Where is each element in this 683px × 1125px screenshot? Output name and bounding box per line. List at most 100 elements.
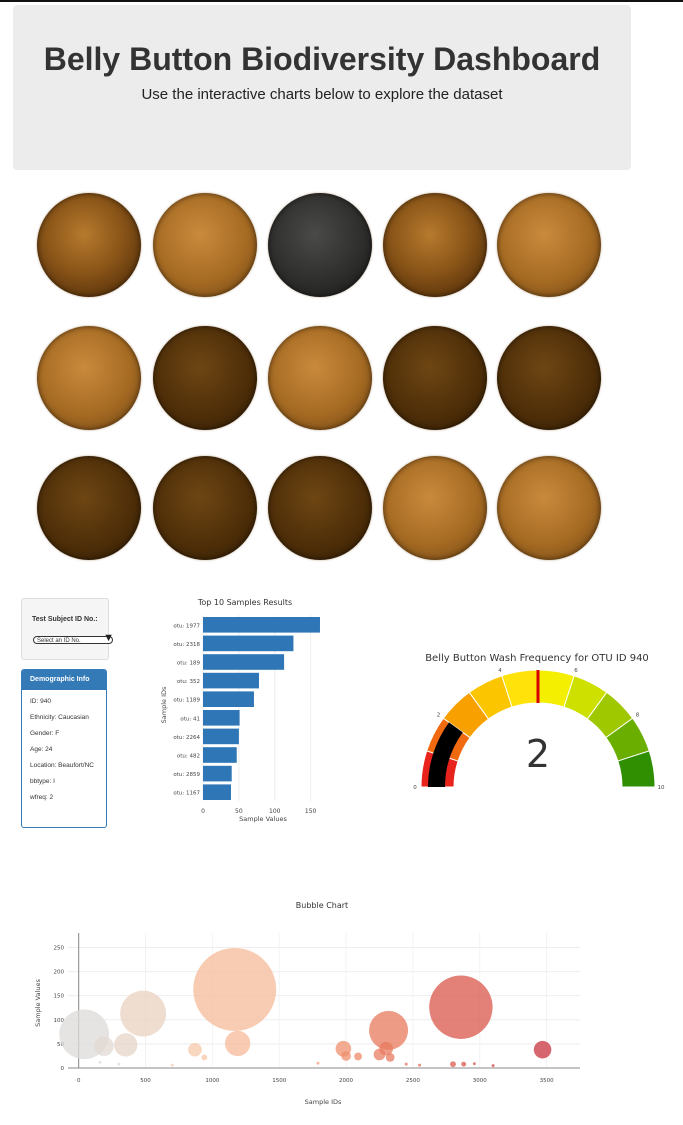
bubble-y-axis-label: Sample Values — [34, 979, 42, 1027]
gauge-tick-label: 2 — [437, 713, 441, 719]
subject-id-dropdown[interactable]: Select an ID No. ▼ — [33, 632, 114, 644]
petri-dish-image — [153, 326, 257, 430]
demographic-info-panel: Demographic Info ID: 940 Ethnicity: Cauc… — [21, 669, 107, 828]
bubble-y-tick-label: 0 — [61, 1066, 65, 1072]
bubble-point — [201, 1054, 208, 1061]
subject-selector-label: Test Subject ID No.: — [32, 616, 98, 623]
bar-x-axis-label: Sample Values — [239, 815, 287, 823]
gauge-tick-label: 4 — [498, 668, 502, 674]
bubble-point — [117, 1062, 121, 1066]
bar — [203, 672, 259, 689]
gauge-tick-label: 6 — [574, 668, 578, 674]
subject-selector-panel: Test Subject ID No.: Select an ID No. ▼ — [21, 598, 114, 660]
bubble-x-tick-label: 1000 — [205, 1078, 219, 1084]
bar-y-axis-label: Sample IDs — [160, 686, 168, 723]
bar — [203, 654, 285, 670]
petri-dish-image — [497, 326, 601, 430]
subject-id-dropdown-value: Select an ID No. — [37, 638, 81, 644]
petri-dish-image — [268, 456, 372, 560]
bar-y-tick-label: otu: 189 — [177, 661, 201, 667]
bubble-point — [491, 1064, 495, 1068]
bubble-x-tick-label: 3000 — [473, 1078, 487, 1084]
bubble-x-tick-label: 2500 — [406, 1078, 420, 1084]
bubble-point — [94, 1036, 114, 1057]
bubble-y-tick-label: 50 — [57, 1042, 64, 1048]
petri-dish-image — [153, 193, 257, 297]
bubble-point — [98, 1060, 102, 1064]
bubble-point — [170, 1063, 174, 1067]
bar-x-tick-label: 150 — [305, 808, 317, 815]
bar-y-tick-label: otu: 2859 — [173, 772, 200, 778]
gauge-tick-label: 10 — [658, 785, 665, 791]
bubble-point — [120, 990, 167, 1037]
demographic-row: Location: Beaufort/NC — [30, 762, 94, 769]
bar-y-tick-label: otu: 352 — [177, 679, 200, 685]
bubble-y-tick-label: 100 — [54, 1018, 65, 1024]
bubble-point — [404, 1062, 408, 1066]
demographic-row: Ethnicity: Caucasian — [30, 714, 89, 721]
gauge-title: Belly Button Wash Frequency for OTU ID 9… — [425, 653, 649, 664]
petri-dish-image — [153, 456, 257, 560]
bubble-point — [369, 1010, 409, 1050]
chevron-down-icon: ▼ — [103, 632, 114, 644]
bubble-point — [533, 1040, 552, 1059]
bar-y-tick-label: otu: 482 — [177, 754, 200, 760]
bubble-y-tick-label: 250 — [54, 945, 65, 951]
bar — [203, 635, 294, 652]
bubble-point — [450, 1061, 456, 1068]
bar-x-tick-label: 50 — [235, 808, 243, 815]
bar — [203, 747, 237, 763]
bar-y-tick-label: otu: 2264 — [173, 735, 200, 741]
gauge-tick-label: 0 — [413, 785, 417, 791]
bubble-point — [429, 975, 493, 1039]
petri-dish-image — [383, 326, 487, 430]
bar-y-tick-label: otu: 1977 — [173, 623, 200, 629]
bar-y-tick-label: otu: 1167 — [173, 791, 200, 797]
header-jumbotron: Belly Button Biodiversity Dashboard Use … — [13, 5, 631, 170]
bubble-point — [461, 1061, 467, 1067]
demographic-row: bbtype: I — [30, 778, 55, 785]
demographic-info-title: Demographic Info — [22, 670, 106, 690]
petri-dish-image — [383, 456, 487, 560]
bubble-point — [385, 1053, 395, 1062]
petri-dish-image — [383, 193, 487, 297]
demographic-row: wfreq: 2 — [30, 794, 54, 801]
bar — [203, 710, 240, 726]
bubble-x-tick-label: 3500 — [540, 1078, 554, 1084]
page-subtitle: Use the interactive charts below to expl… — [141, 86, 503, 103]
page-title: Belly Button Biodiversity Dashboard — [43, 41, 601, 77]
bubble-point — [188, 1042, 202, 1057]
bubble-point — [354, 1052, 362, 1061]
petri-dish-image — [37, 456, 141, 560]
petri-dish-image — [37, 193, 141, 297]
wash-frequency-gauge: Belly Button Wash Frequency for OTU ID 9… — [413, 653, 665, 791]
bubble-x-axis-label: Sample IDs — [305, 1098, 342, 1106]
bar-x-tick-label: 0 — [201, 808, 205, 815]
gauge-tick-label: 8 — [636, 713, 640, 719]
bubble-point — [341, 1051, 351, 1061]
petri-dish-image — [497, 193, 601, 297]
bubble-x-tick-label: 1500 — [272, 1078, 286, 1084]
bar-y-tick-label: otu: 41 — [180, 716, 200, 722]
bubble-x-tick-label: 0 — [77, 1078, 81, 1084]
bubble-x-tick-label: 500 — [140, 1078, 151, 1084]
bar — [203, 691, 254, 707]
demographic-row: Gender: F — [30, 730, 60, 737]
top10-bar-chart: Top 10 Samples Results 0 50 100 150 otu: 1977… — [160, 598, 320, 823]
bar-y-tick-label: otu: 1189 — [173, 698, 200, 704]
petri-dish-image — [497, 456, 601, 560]
bubble-x-tick-label: 2000 — [339, 1078, 353, 1084]
bubble-chart-title: Bubble Chart — [296, 901, 348, 910]
bubble-y-tick-label: 150 — [54, 994, 65, 1000]
gauge-value-bar — [428, 722, 463, 787]
bar-x-tick-label: 100 — [269, 808, 281, 815]
bar — [203, 765, 232, 782]
bubble-point — [224, 1030, 251, 1057]
bubble-y-tick-label: 200 — [54, 970, 65, 976]
bubble-point — [114, 1033, 138, 1057]
gauge-band — [617, 750, 656, 788]
bar — [203, 617, 320, 633]
petri-dish-image — [268, 326, 372, 430]
petri-dish-image — [268, 193, 372, 297]
